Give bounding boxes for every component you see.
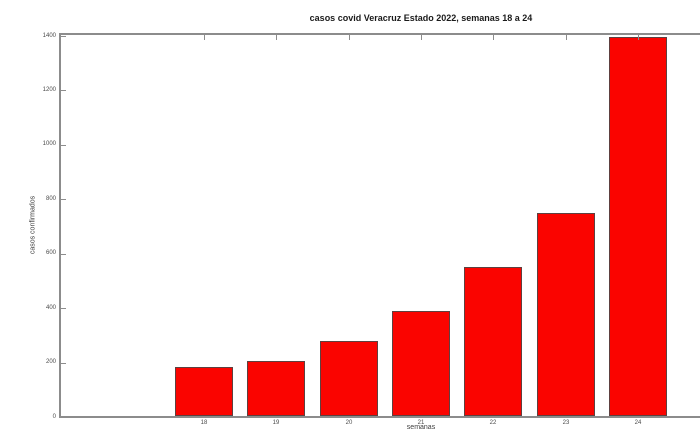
y-axis-label: casos confirmados	[29, 195, 37, 255]
y-tick-mark	[61, 363, 66, 364]
y-tick-mark	[61, 90, 66, 91]
y-tick-mark	[61, 36, 66, 37]
bar-week-19	[247, 361, 305, 416]
x-axis-label: semanas	[406, 424, 436, 431]
y-tick-label: 0	[52, 414, 56, 420]
y-tick-label: 1200	[42, 87, 56, 93]
x-tick-label: 21	[417, 420, 425, 426]
y-tick-label: 800	[45, 196, 56, 202]
bar-week-22	[464, 267, 522, 416]
chart-title: casos covid Veracruz Estado 2022, semana…	[309, 13, 533, 23]
x-tick-mark-top	[493, 35, 494, 40]
x-tick-mark-top	[349, 35, 350, 40]
x-tick-mark-top	[276, 35, 277, 40]
x-tick-label: 24	[634, 420, 642, 426]
bar-week-18	[175, 367, 233, 416]
plot-area	[59, 33, 700, 418]
x-tick-mark-top	[204, 35, 205, 40]
x-tick-mark-top	[566, 35, 567, 40]
x-tick-label: 22	[489, 420, 497, 426]
bar-week-21	[392, 311, 450, 416]
bar-week-24	[609, 37, 667, 416]
y-tick-mark	[61, 254, 66, 255]
x-tick-label: 19	[272, 420, 280, 426]
y-tick-mark	[61, 145, 66, 146]
x-tick-mark-top	[638, 35, 639, 40]
x-tick-mark-top	[421, 35, 422, 40]
y-tick-mark	[61, 308, 66, 309]
bar-week-23	[537, 213, 595, 416]
y-tick-label: 1000	[42, 141, 56, 147]
x-tick-label: 20	[345, 420, 353, 426]
y-tick-label: 600	[45, 250, 56, 256]
y-tick-mark	[61, 199, 66, 200]
y-tick-label: 200	[45, 359, 56, 365]
x-tick-label: 18	[200, 420, 208, 426]
bar-week-20	[320, 341, 378, 416]
y-tick-label: 1400	[42, 33, 56, 39]
y-tick-label: 400	[45, 305, 56, 311]
x-tick-label: 23	[562, 420, 570, 426]
